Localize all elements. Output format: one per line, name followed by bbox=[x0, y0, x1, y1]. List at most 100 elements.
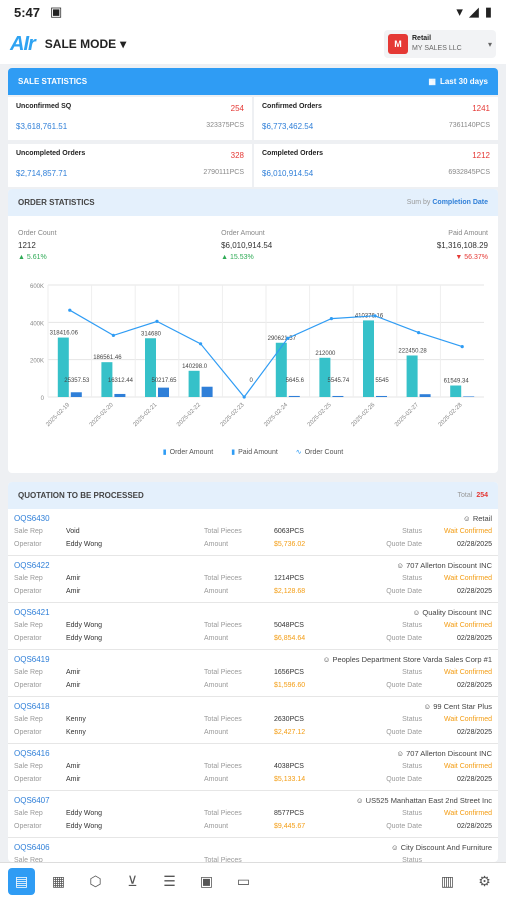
data-label: 212000 bbox=[315, 351, 336, 357]
label-status: Status bbox=[402, 716, 422, 723]
package-icon[interactable]: ⬡ bbox=[89, 873, 102, 889]
invoice-icon[interactable]: ▣ bbox=[199, 873, 214, 889]
customer-icon: ☺ bbox=[412, 608, 421, 617]
bar-paid-amount bbox=[114, 393, 126, 397]
stat-pcs: 323375PCS bbox=[206, 122, 244, 129]
quotation-item[interactable]: OQS6422 ☺ 707 Allerton Discount INC Sale… bbox=[8, 556, 498, 603]
label-status: Status bbox=[402, 669, 422, 676]
label-amount: Amount bbox=[204, 682, 229, 689]
chevron-down-icon: ▾ bbox=[487, 39, 492, 49]
value-quote-date: 02/28/2025 bbox=[456, 588, 492, 595]
sum-by-selector[interactable]: Sum by Completion Date bbox=[407, 199, 488, 206]
bar-order-amount bbox=[363, 320, 374, 397]
label-operator: Operator bbox=[14, 823, 42, 830]
stat-card-uncompleted[interactable]: Uncompleted Orders 328 $2,714,857.71 279… bbox=[8, 144, 252, 187]
sum-by-label: Sum by bbox=[406, 199, 431, 206]
y-tick-label: 0 bbox=[41, 396, 45, 402]
stat-card-completed[interactable]: Completed Orders 1212 $6,010,914.54 6932… bbox=[254, 144, 498, 187]
value-sale-rep: Eddy Wong bbox=[66, 622, 103, 629]
quotation-item[interactable]: OQS6416 ☺ 707 Allerton Discount INC Sale… bbox=[8, 744, 498, 791]
quote-id[interactable]: OQS6406 bbox=[14, 843, 50, 852]
legend-order-amount[interactable]: ▮ Order Amount bbox=[163, 448, 213, 456]
data-label: 186561.46 bbox=[93, 355, 122, 361]
bar-order-amount bbox=[188, 370, 200, 397]
quote-id[interactable]: OQS6416 bbox=[14, 749, 50, 758]
stat-card-unconfirmed[interactable]: Unconfirmed SQ 254 $3,618,761.51 323375P… bbox=[8, 97, 252, 140]
stat-card-confirmed[interactable]: Confirmed Orders 1241 $6,773,462.54 7361… bbox=[254, 97, 498, 140]
metric-change: ▲ 5.61% bbox=[18, 254, 47, 261]
data-label: 290621.57 bbox=[268, 336, 297, 342]
quote-id[interactable]: OQS6422 bbox=[14, 561, 50, 570]
label-sale-rep: Sale Rep bbox=[14, 528, 43, 535]
quote-id[interactable]: OQS6430 bbox=[14, 514, 50, 523]
customer-icon: ☺ bbox=[423, 702, 432, 711]
value-status: Wait Confirmed bbox=[444, 528, 492, 535]
order-statistics-title: ORDER STATISTICS bbox=[18, 198, 95, 207]
grid-icon[interactable]: ▦ bbox=[51, 873, 66, 889]
quote-customer: ☺ City Discount And Furniture bbox=[391, 843, 492, 852]
quotation-item[interactable]: OQS6430 ☺ Retail Sale Rep Void Total Pie… bbox=[8, 509, 498, 556]
customer-name: US525 Manhattan East 2nd Street Inc bbox=[365, 796, 492, 805]
calendar-icon: ▦ bbox=[428, 77, 436, 86]
dashboard-icon[interactable]: ▤ bbox=[8, 868, 35, 895]
value-sale-rep: Amir bbox=[66, 669, 81, 676]
label-amount: Amount bbox=[204, 635, 229, 642]
stat-amount: $6,773,462.54 bbox=[262, 122, 314, 131]
stat-label: Unconfirmed SQ bbox=[16, 103, 72, 110]
label-total-pieces: Total Pieces bbox=[204, 528, 242, 535]
stat-label: Completed Orders bbox=[262, 150, 324, 157]
quotation-item[interactable]: OQS6407 ☺ US525 Manhattan East 2nd Stree… bbox=[8, 791, 498, 838]
settings-icon[interactable]: ⚙ bbox=[478, 873, 491, 889]
order-metrics: Order Count 1212 ▲ 5.61% Order Amount $6… bbox=[8, 216, 498, 261]
quote-customer: ☺ 707 Allerton Discount INC bbox=[396, 561, 492, 570]
data-label: 5545 bbox=[375, 378, 389, 384]
quote-id[interactable]: OQS6418 bbox=[14, 702, 50, 711]
quotation-title: QUOTATION TO BE PROCESSED bbox=[18, 491, 144, 500]
customer-name: 99 Cent Star Plus bbox=[433, 702, 492, 711]
quotation-item[interactable]: OQS6419 ☺ Peoples Department Store Varda… bbox=[8, 650, 498, 697]
bottom-nav: ▤ ▦ ⬡ ⊻ ☰ ▣ ▭ ▥ ⚙ bbox=[0, 862, 506, 900]
cart-icon[interactable]: ⊻ bbox=[127, 873, 138, 889]
value-quote-date: 02/28/2025 bbox=[456, 541, 492, 548]
value-status: Wait Confirmed bbox=[444, 716, 492, 723]
sale-statistics-cards: Unconfirmed SQ 254 $3,618,761.51 323375P… bbox=[8, 97, 498, 187]
report-icon[interactable]: ▥ bbox=[440, 873, 455, 889]
quotation-item[interactable]: OQS6418 ☺ 99 Cent Star Plus Sale Rep Ken… bbox=[8, 697, 498, 744]
value-quote-date: 02/28/2025 bbox=[456, 635, 492, 642]
mode-selector[interactable]: SALE MODE ▾ bbox=[45, 37, 126, 51]
legend-order-count[interactable]: ∿ Order Count bbox=[296, 448, 343, 456]
store-selector[interactable]: M Retail MY SALES LLC ▾ bbox=[384, 30, 496, 58]
value-sale-rep: Kenny bbox=[66, 716, 86, 723]
quote-customer: ☺ Peoples Department Store Varda Sales C… bbox=[323, 655, 492, 664]
data-label: 25357.53 bbox=[64, 378, 90, 384]
date-range-selector[interactable]: ▦ Last 30 days bbox=[428, 77, 488, 86]
value-status: Wait Confirmed bbox=[444, 575, 492, 582]
value-status: Wait Confirmed bbox=[444, 669, 492, 676]
quotation-item[interactable]: OQS6421 ☺ Quality Discount INC Sale Rep … bbox=[8, 603, 498, 650]
bar-paid-amount bbox=[463, 396, 475, 397]
bar-order-amount bbox=[145, 338, 156, 397]
y-tick-label: 600K bbox=[30, 284, 44, 290]
quotation-item[interactable]: OQS6406 ☺ City Discount And Furniture Sa… bbox=[8, 838, 498, 862]
value-amount: $2,427.12 bbox=[274, 729, 306, 736]
quotation-panel: QUOTATION TO BE PROCESSED Total 254 OQS64… bbox=[8, 482, 498, 862]
data-label: 318416.06 bbox=[50, 331, 79, 337]
data-label: 5645.6 bbox=[286, 378, 305, 384]
x-tick-label: 2025-02-22 bbox=[176, 402, 202, 428]
quote-id[interactable]: OQS6421 bbox=[14, 608, 50, 617]
data-label: 0 bbox=[250, 378, 254, 384]
data-label: 314680 bbox=[141, 331, 162, 337]
quote-customer: ☺ Quality Discount INC bbox=[413, 608, 492, 617]
value-total-pieces: 5048PCS bbox=[274, 622, 304, 629]
quote-id[interactable]: OQS6419 bbox=[14, 655, 50, 664]
legend-paid-amount[interactable]: ▮ Paid Amount bbox=[231, 448, 278, 456]
stat-pcs: 7361140PCS bbox=[448, 122, 490, 129]
list-icon[interactable]: ☰ bbox=[163, 873, 176, 889]
value-sale-rep: Void bbox=[66, 528, 80, 535]
value-operator: Eddy Wong bbox=[66, 823, 103, 830]
quotation-total: Total 254 bbox=[458, 492, 488, 499]
clipboard-icon[interactable]: ▭ bbox=[236, 873, 251, 889]
quote-id[interactable]: OQS6407 bbox=[14, 796, 50, 805]
order-statistics-panel: ORDER STATISTICS Sum by Completion Date … bbox=[8, 189, 498, 473]
order-statistics-header: ORDER STATISTICS Sum by Completion Date bbox=[8, 189, 498, 216]
